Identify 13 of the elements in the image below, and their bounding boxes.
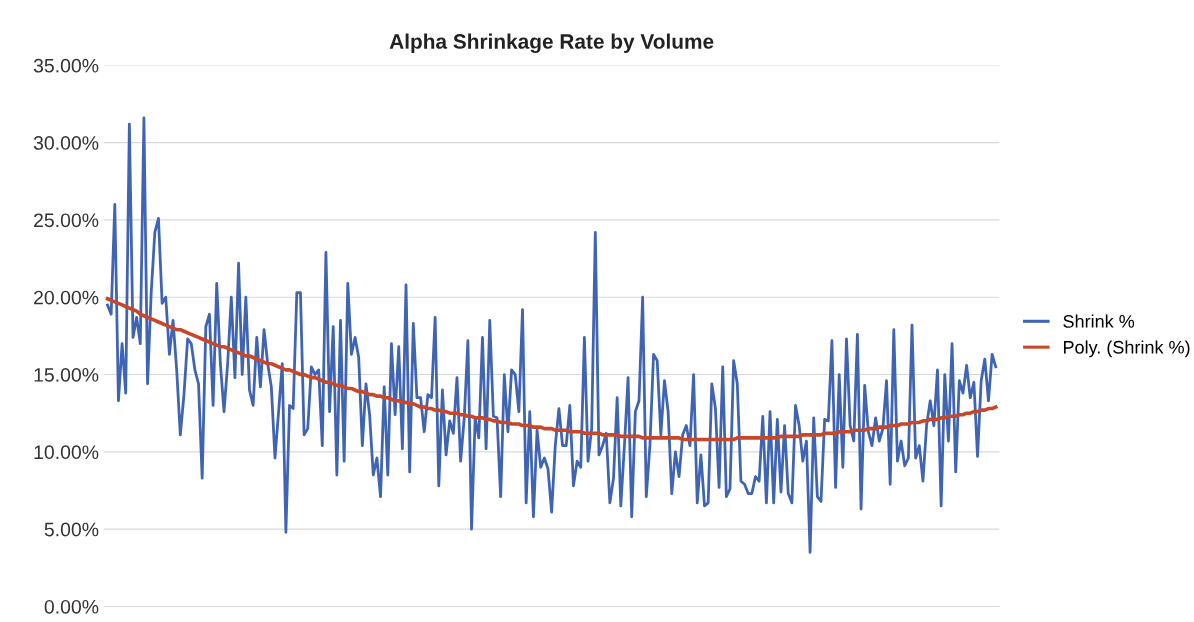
y-tick-label: 20.00% <box>34 290 99 305</box>
legend-label: Poly. (Shrink %) <box>1063 340 1190 358</box>
y-tick-label: 35.00% <box>33 58 99 73</box>
chart-title: Alpha Shrinkage Rate by Volume <box>389 33 714 54</box>
line-series <box>105 296 998 442</box>
y-tick-label: 5.00% <box>44 522 99 537</box>
line-series <box>106 116 998 554</box>
y-tick-label: 25.00% <box>34 213 99 228</box>
y-tick-label: 0.00% <box>44 599 99 614</box>
y-tick-label: 15.00% <box>34 368 99 382</box>
y-tick-label: 30.00% <box>33 136 99 150</box>
legend-label: Shrink % <box>1063 314 1135 328</box>
y-tick-label: 10.00% <box>34 445 99 460</box>
